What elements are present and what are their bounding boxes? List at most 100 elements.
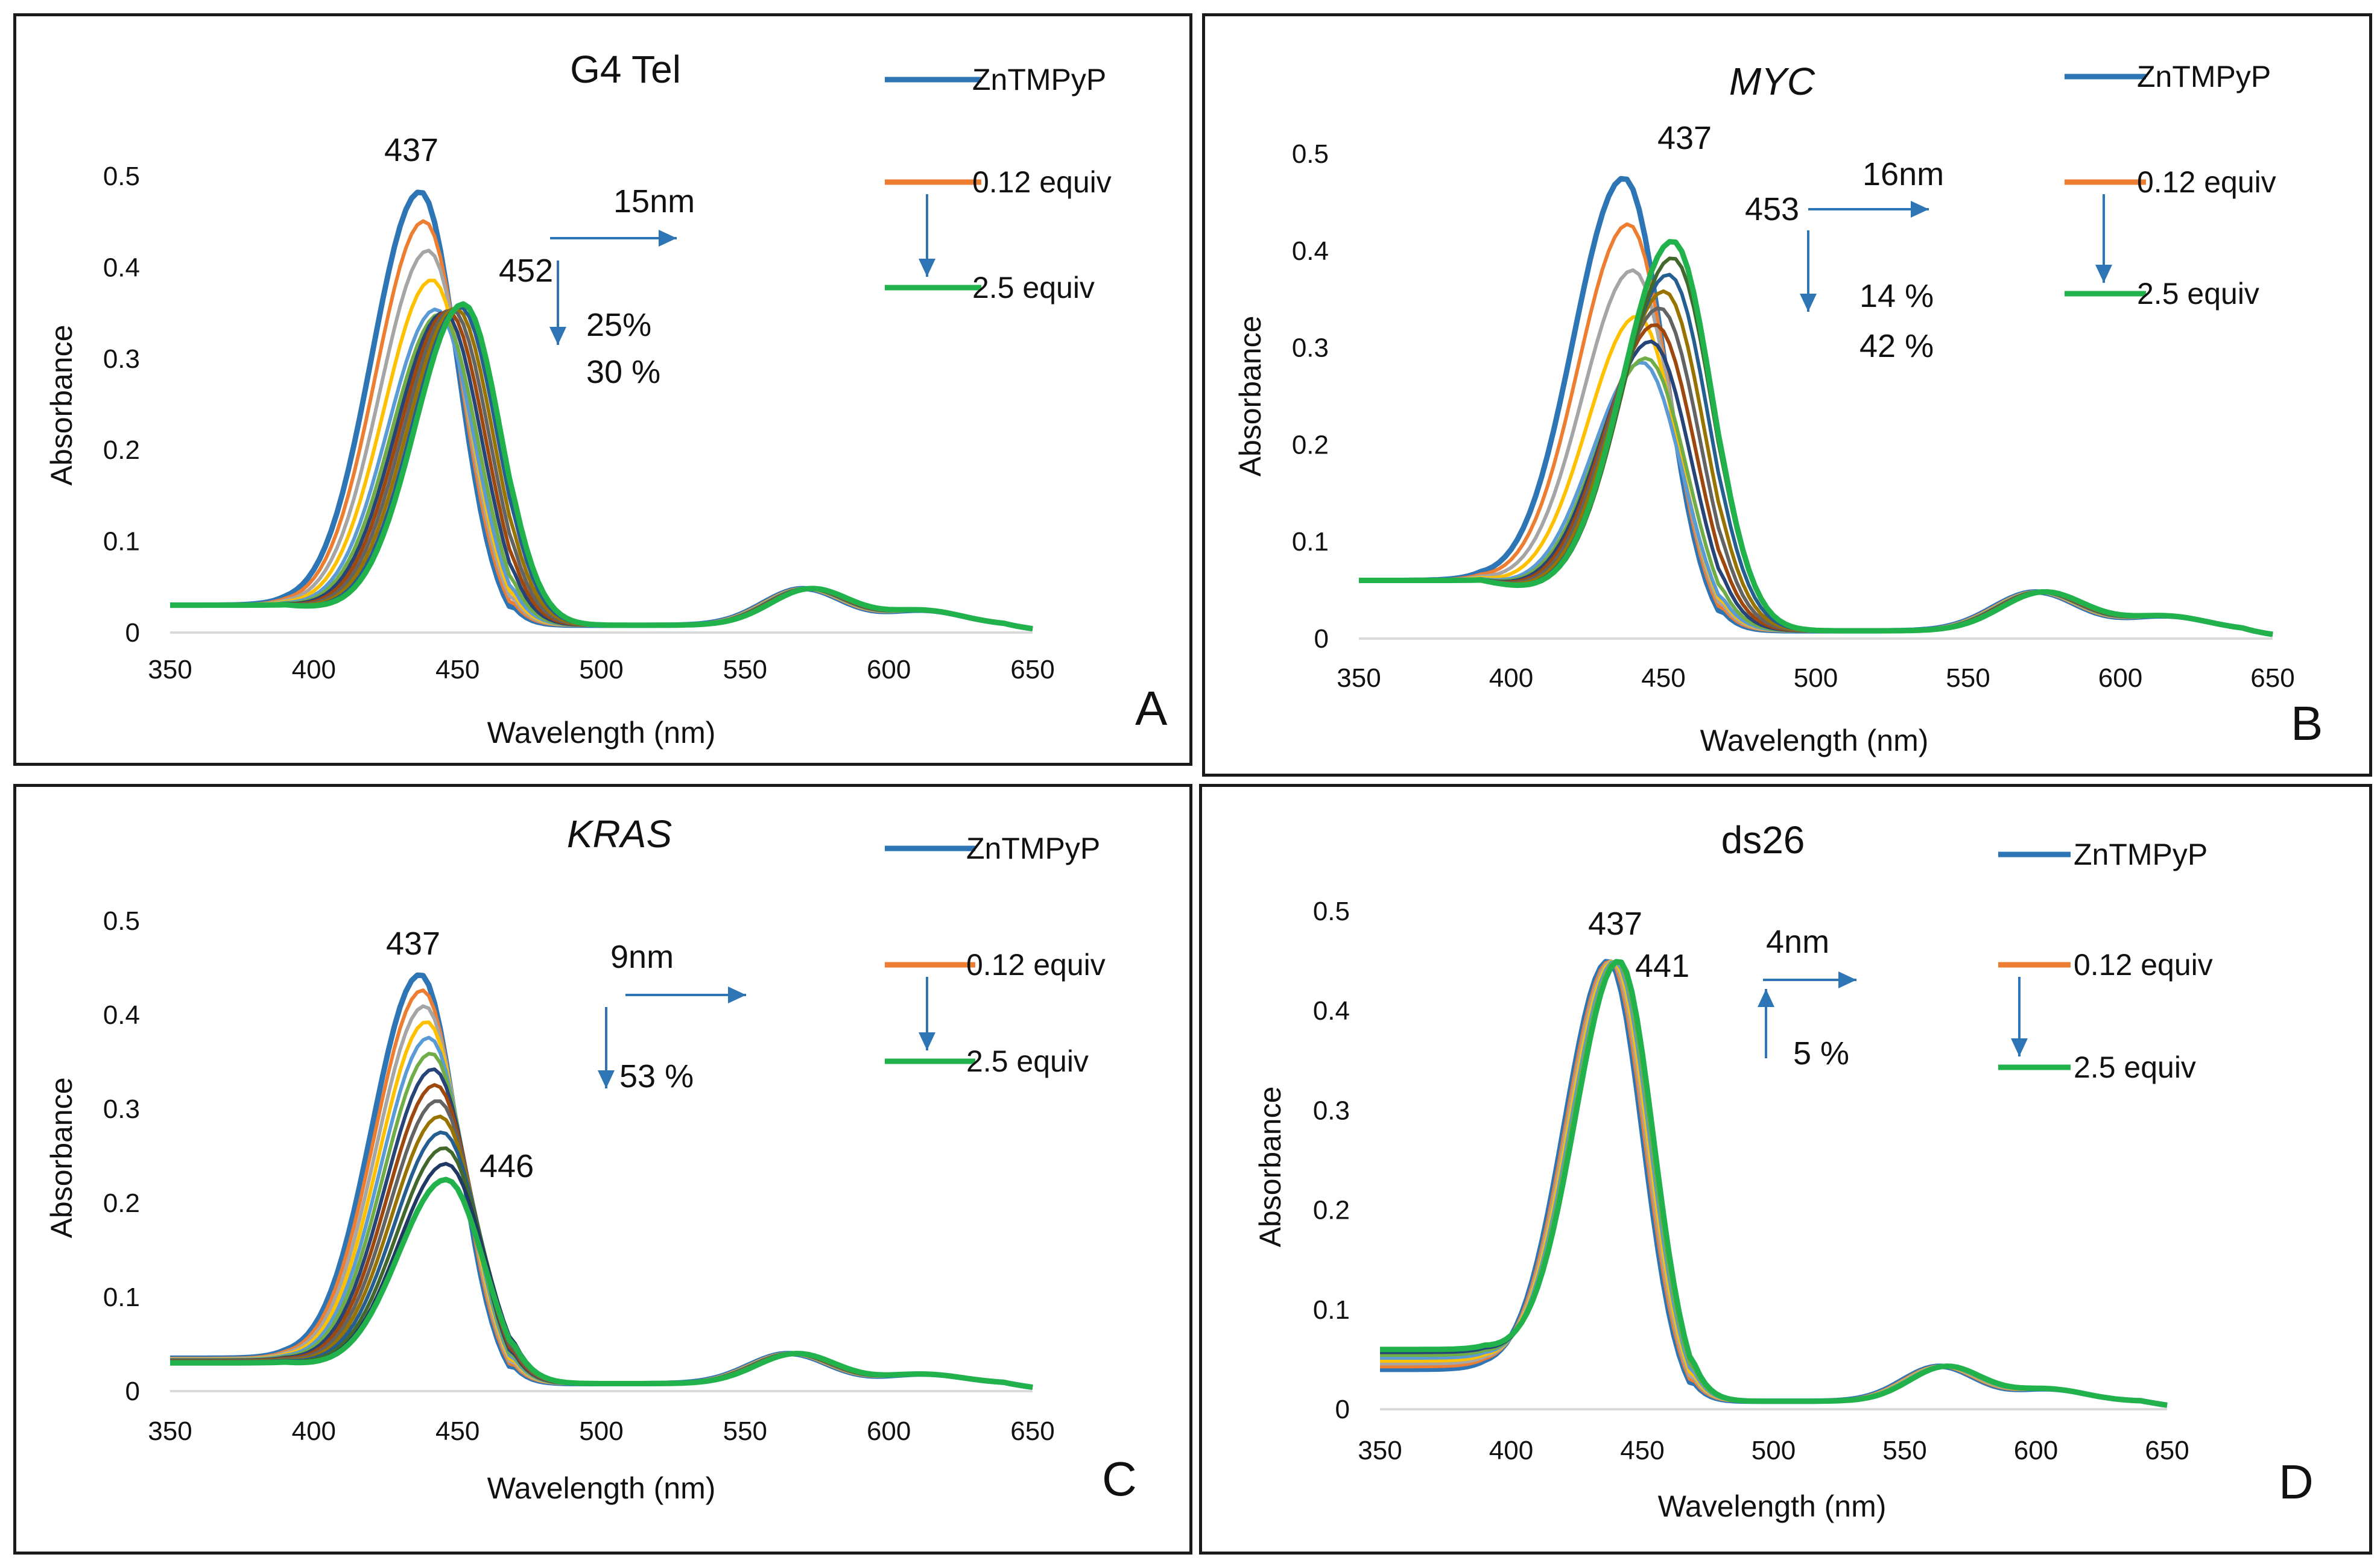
y-axis-title: Absorbance: [45, 325, 78, 486]
legend: ZnTMPyP 0.12 equiv 2.5 equiv: [1998, 838, 2213, 1084]
x-tick-label: 350: [1337, 663, 1381, 693]
series-line: [170, 189, 1033, 632]
annotation-label: 9nm: [610, 939, 674, 975]
x-tick-label: 500: [579, 1416, 623, 1446]
y-tick-label: 0.1: [1292, 527, 1329, 557]
x-axis-title: Wavelength (nm): [487, 1471, 716, 1505]
change-arrow-head: [598, 1070, 615, 1088]
annotation-label: 15nm: [613, 183, 695, 219]
x-tick-label: 400: [1489, 663, 1533, 693]
shift-arrow-head: [1838, 971, 1856, 988]
x-tick-label: 450: [435, 1416, 479, 1446]
x-tick-label: 600: [2098, 663, 2142, 693]
y-tick-label: 0.5: [103, 162, 140, 191]
series-line: [170, 219, 1033, 631]
legend-arrow: [919, 977, 935, 1050]
peak-label: 437: [1657, 120, 1712, 156]
annotation-label: 30 %: [586, 354, 660, 390]
chart-d: 350 400 450 500 550 600 650 0 0.1 0.2 0.3 0.4 0.5 Wav…: [1253, 818, 2314, 1523]
y-tick-label: 0.2: [1313, 1196, 1350, 1225]
series-line: [170, 1176, 1033, 1391]
chart-title: ds26: [1721, 818, 1805, 862]
annotation-label: 25%: [586, 307, 651, 343]
y-tick-label: 0.3: [103, 1094, 140, 1124]
series-line: [1380, 959, 2168, 1407]
y-tick-label: 0.3: [1313, 1096, 1350, 1125]
series-line: [1380, 959, 2168, 1408]
series-line: [1380, 959, 2168, 1407]
y-tick-label: 0.4: [103, 1000, 140, 1030]
panel-letter: A: [1135, 681, 1168, 735]
shift-arrow: [625, 987, 746, 1003]
x-tick-label: 650: [2250, 663, 2294, 693]
series-group: [1359, 175, 2273, 637]
series-line: [1359, 361, 2273, 636]
shift-arrow: [550, 230, 677, 247]
peak-label: 453: [1745, 191, 1799, 227]
legend-label: 2.5 equiv: [2074, 1050, 2196, 1084]
y-tick-label: 0.2: [103, 1189, 140, 1218]
legend-label: 0.12 equiv: [2074, 948, 2213, 982]
x-tick-label: 450: [435, 655, 479, 684]
chart-title: G4 Tel: [570, 48, 681, 91]
y-tick-label: 0.1: [103, 1283, 140, 1312]
series-line: [1359, 339, 2273, 636]
x-tick-label: 550: [1946, 663, 1990, 693]
shift-arrow: [1808, 201, 1929, 218]
shift-arrow-head: [728, 987, 746, 1003]
y-tick-label: 0: [125, 618, 140, 648]
y-tick-label: 0.5: [103, 906, 140, 936]
x-tick-label: 500: [579, 655, 623, 684]
x-tick-label: 350: [148, 655, 192, 684]
x-tick-label: 600: [867, 655, 911, 684]
peak-label: 446: [479, 1148, 534, 1184]
y-tick-label: 0.2: [1292, 430, 1329, 459]
legend-label: ZnTMPyP: [972, 63, 1106, 96]
series-group: [1380, 959, 2168, 1408]
annotation-label: 5 %: [1793, 1035, 1849, 1072]
change-arrow-head: [1758, 989, 1774, 1007]
y-tick-label: 0.4: [103, 253, 140, 282]
chart-title: MYC: [1729, 60, 1815, 103]
x-tick-label: 400: [292, 1416, 336, 1446]
y-axis-title: Absorbance: [1233, 316, 1267, 477]
series-line: [170, 988, 1033, 1389]
annotation-label: 16nm: [1863, 156, 1944, 192]
legend-arrow-head: [2095, 265, 2112, 283]
peak-label: 441: [1635, 948, 1689, 984]
peak-label: 437: [1588, 906, 1642, 942]
legend-label: ZnTMPyP: [966, 832, 1100, 865]
change-arrow-head: [549, 327, 566, 345]
x-tick-label: 650: [1010, 1416, 1054, 1446]
series-line: [1359, 323, 2273, 636]
change-arrow-head: [1800, 294, 1817, 312]
panel-d: 350 400 450 500 550 600 650 0 0.1 0.2 0.3 0.4 0.5 Wav…: [1199, 784, 2372, 1555]
legend-arrow: [2011, 977, 2028, 1056]
series-line: [170, 301, 1033, 632]
legend: ZnTMPyP 0.12 equiv 2.5 equiv: [885, 832, 1106, 1078]
series-line: [1380, 959, 2168, 1407]
change-arrow: [598, 1007, 615, 1088]
panel-c: 350 400 450 500 550 600 650 0 0.1 0.2 0.3 0.4 0.5 Wav…: [13, 784, 1192, 1555]
legend-label: 2.5 equiv: [966, 1044, 1089, 1078]
change-arrow: [1800, 230, 1817, 312]
series-group: [170, 972, 1033, 1391]
series-group: [170, 189, 1033, 632]
y-tick-label: 0: [1335, 1395, 1350, 1424]
x-tick-label: 500: [1752, 1436, 1796, 1465]
panel-letter: C: [1102, 1452, 1137, 1506]
chart-a: 350 400 450 500 550 600 650 0 0.1 0.2 0.3 0.4 0.5 Wav…: [45, 48, 1168, 750]
y-tick-label: 0: [1314, 624, 1329, 654]
x-axis-title: Wavelength (nm): [487, 716, 716, 750]
change-arrow: [1758, 989, 1774, 1058]
shift-arrow: [1763, 971, 1856, 988]
y-axis-title: Absorbance: [1253, 1087, 1287, 1248]
y-tick-label: 0.5: [1292, 139, 1329, 169]
annotation-label: 42 %: [1859, 328, 1934, 364]
x-tick-label: 400: [292, 655, 336, 684]
shift-arrow-head: [1911, 201, 1929, 218]
legend-arrow: [2095, 194, 2112, 283]
x-tick-label: 450: [1641, 663, 1685, 693]
series-line: [170, 1052, 1033, 1389]
x-axis-title: Wavelength (nm): [1700, 724, 1929, 757]
